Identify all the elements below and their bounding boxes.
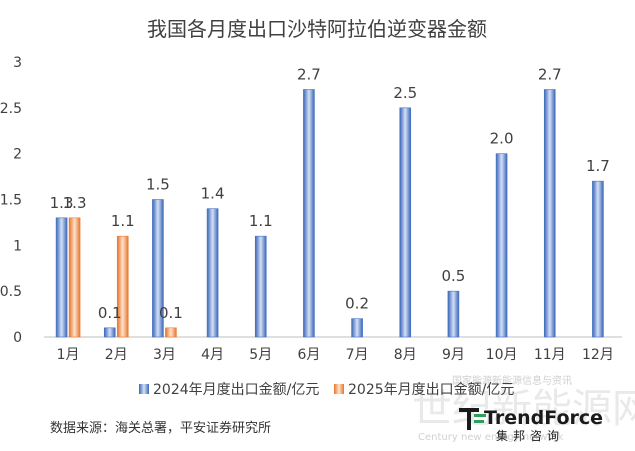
data-label-2024-5: 1.1: [249, 212, 273, 230]
y-tick-label: 2: [13, 147, 22, 163]
legend-label-2024: 2024年月度出口金额/亿元: [153, 382, 319, 398]
data-label-2024-3: 1.5: [146, 176, 170, 194]
chart-title: 我国各月度出口沙特阿拉伯逆变器金额: [147, 17, 487, 41]
trendforce-logo-mark: [459, 408, 486, 430]
x-tick-label: 7月: [346, 347, 369, 363]
legend-swatch-2025: [334, 384, 344, 394]
y-tick-label: 0.5: [0, 284, 22, 300]
y-tick-label: 2.5: [0, 101, 22, 117]
bar-2024-9: [447, 290, 460, 338]
data-label-2024-11: 2.7: [538, 66, 562, 84]
watermark-site-name: 世纪新能源网: [412, 386, 635, 432]
legend: 2024年月度出口金额/亿元 2025年月度出口金额/亿元: [139, 382, 514, 398]
x-tick-label: 1月: [57, 347, 80, 363]
x-tick-label: 3月: [153, 347, 176, 363]
watermark: 世纪新能源网 国家能源新能源信息与资讯 Century new energy n…: [412, 374, 635, 443]
bar-2024-2: [103, 327, 116, 338]
bar-2025-1: [68, 217, 81, 338]
x-tick-label: 11月: [534, 347, 566, 363]
bar-2024-10: [495, 153, 508, 338]
watermark-caption: 国家能源新能源信息与资讯: [452, 374, 572, 387]
source-note: 数据来源：海关总署，平安证券研究所: [50, 420, 271, 436]
bar-2024-12: [592, 180, 604, 338]
x-tick-label: 9月: [442, 347, 465, 363]
bar-2024-8: [399, 107, 412, 338]
data-label-2024-10: 2.0: [490, 130, 514, 148]
data-labels: 1.31.3 0.1 1.1 1.5 0.1 1.4 1.1 2.7 0.2 2.5 0.5 2.0 2…: [50, 66, 610, 322]
bars: [55, 89, 604, 338]
legend-swatch-2024: [139, 384, 149, 394]
bar-2024-11: [543, 89, 556, 338]
x-tick-label: 10月: [486, 347, 518, 363]
x-tick-label: 2月: [105, 347, 128, 363]
data-label-2024-1: 1.3: [50, 194, 74, 212]
bar-2025-2: [116, 235, 129, 338]
legend-label-2025: 2025年月度出口金额/亿元: [348, 382, 514, 398]
x-tick-label: 5月: [249, 347, 272, 363]
x-axis: 1月 2月 3月 4月 5月 6月 7月 8月 9月 10月 11月 12月: [57, 347, 614, 363]
y-tick-label: 1: [13, 238, 22, 254]
watermark-english: Century new energy network: [418, 432, 564, 443]
x-tick-label: 4月: [201, 347, 224, 363]
data-label-2024-8: 2.5: [393, 84, 417, 102]
trendforce-brand: TrendForce: [484, 407, 603, 429]
data-label-2024-9: 0.5: [441, 267, 465, 285]
data-label-2025-3: 0.1: [159, 304, 183, 322]
data-label-2024-7: 0.2: [345, 295, 369, 313]
bar-2025-3: [165, 327, 177, 338]
x-tick-label: 6月: [297, 347, 320, 363]
data-label-2024-12: 1.7: [586, 157, 610, 175]
trendforce-logo: TrendForce 集邦咨询: [459, 407, 603, 443]
y-tick-label: 3: [13, 55, 22, 71]
x-tick-label: 8月: [394, 347, 417, 363]
bar-2024-7: [351, 318, 363, 338]
data-label-2024-2: 0.1: [98, 304, 122, 322]
y-tick-label: 1.5: [0, 193, 22, 209]
bar-2024-1: [55, 217, 68, 338]
y-tick-label: 0: [13, 330, 22, 346]
y-axis: 0 0.5 1 1.5 2 2.5 3: [0, 55, 22, 346]
x-tick-label: 12月: [582, 347, 614, 363]
bar-2024-5: [254, 235, 267, 338]
data-label-2024-4: 1.4: [201, 185, 225, 203]
data-label-2024-6: 2.7: [297, 66, 321, 84]
trendforce-brand-cn: 集邦咨询: [496, 428, 564, 443]
data-label-2025-1: 1.3: [63, 194, 87, 212]
bar-2024-3: [152, 199, 164, 338]
data-label-2025-2: 1.1: [111, 212, 135, 230]
bar-2024-6: [303, 89, 315, 338]
bar-2024-4: [206, 208, 219, 338]
